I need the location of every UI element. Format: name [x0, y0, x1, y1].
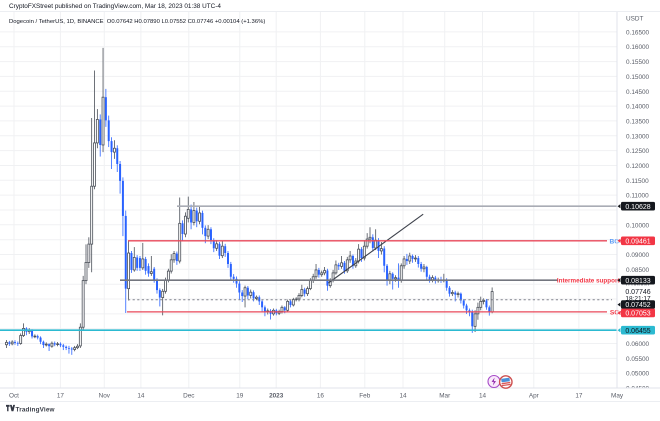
svg-text:USDT: USDT [626, 16, 643, 23]
svg-text:0.16000: 0.16000 [626, 44, 650, 51]
svg-text:0.13500: 0.13500 [626, 118, 650, 125]
svg-text:SC: SC [610, 309, 619, 316]
svg-text:CryptoFXStreet published on Tr: CryptoFXStreet published on TradingView.… [9, 3, 221, 10]
svg-text:0.07452: 0.07452 [625, 302, 650, 309]
svg-text:Oct: Oct [9, 393, 19, 400]
svg-text:BC: BC [609, 238, 619, 245]
svg-text:2023: 2023 [269, 393, 284, 400]
svg-text:14: 14 [479, 393, 487, 400]
svg-text:Apr: Apr [529, 393, 540, 400]
svg-text:0.05500: 0.05500 [626, 356, 650, 363]
svg-text:0.15500: 0.15500 [626, 59, 650, 66]
svg-text:0.08500: 0.08500 [626, 267, 650, 274]
svg-text:0.09000: 0.09000 [626, 252, 650, 259]
svg-text:0.11000: 0.11000 [626, 193, 649, 200]
svg-text:17: 17 [575, 393, 583, 400]
svg-text:0.15000: 0.15000 [626, 74, 650, 81]
svg-text:Intermediate support: Intermediate support [557, 278, 621, 285]
svg-text:0.07746: 0.07746 [625, 289, 650, 296]
svg-text:Dogecoin / TetherUS, 1D, BINAN: Dogecoin / TetherUS, 1D, BINANCE O0.0764… [9, 19, 265, 25]
svg-text:0.14000: 0.14000 [626, 104, 650, 111]
svg-text:Nov: Nov [99, 393, 111, 400]
svg-text:0.07053: 0.07053 [625, 311, 650, 318]
svg-text:0.08133: 0.08133 [625, 278, 650, 285]
svg-text:17: 17 [57, 393, 65, 400]
svg-text:18:21:17: 18:21:17 [625, 296, 651, 303]
svg-text:0.13000: 0.13000 [626, 133, 650, 140]
svg-text:14: 14 [399, 393, 407, 400]
svg-text:0.06455: 0.06455 [625, 328, 650, 335]
svg-text:TradingView: TradingView [16, 406, 55, 413]
svg-text:0.06000: 0.06000 [626, 341, 650, 348]
svg-text:Dec: Dec [183, 393, 195, 400]
svg-text:Mar: Mar [439, 393, 451, 400]
svg-text:0.16500: 0.16500 [626, 29, 650, 36]
svg-text:19: 19 [236, 393, 244, 400]
svg-text:0.08000: 0.08000 [626, 282, 650, 289]
svg-text:0.14500: 0.14500 [626, 89, 650, 96]
svg-text:0.10000: 0.10000 [626, 222, 650, 229]
svg-text:0.09461: 0.09461 [625, 238, 650, 245]
svg-text:0.04500: 0.04500 [626, 386, 650, 393]
svg-text:0.10628: 0.10628 [625, 204, 650, 211]
svg-text:14: 14 [137, 393, 145, 400]
svg-text:May: May [611, 393, 624, 400]
svg-text:0.11500: 0.11500 [626, 178, 649, 185]
svg-text:0.12500: 0.12500 [626, 148, 650, 155]
svg-text:0.12000: 0.12000 [626, 163, 650, 170]
svg-text:Feb: Feb [359, 393, 370, 400]
svg-text:16: 16 [317, 393, 325, 400]
svg-text:0.05000: 0.05000 [626, 371, 650, 378]
